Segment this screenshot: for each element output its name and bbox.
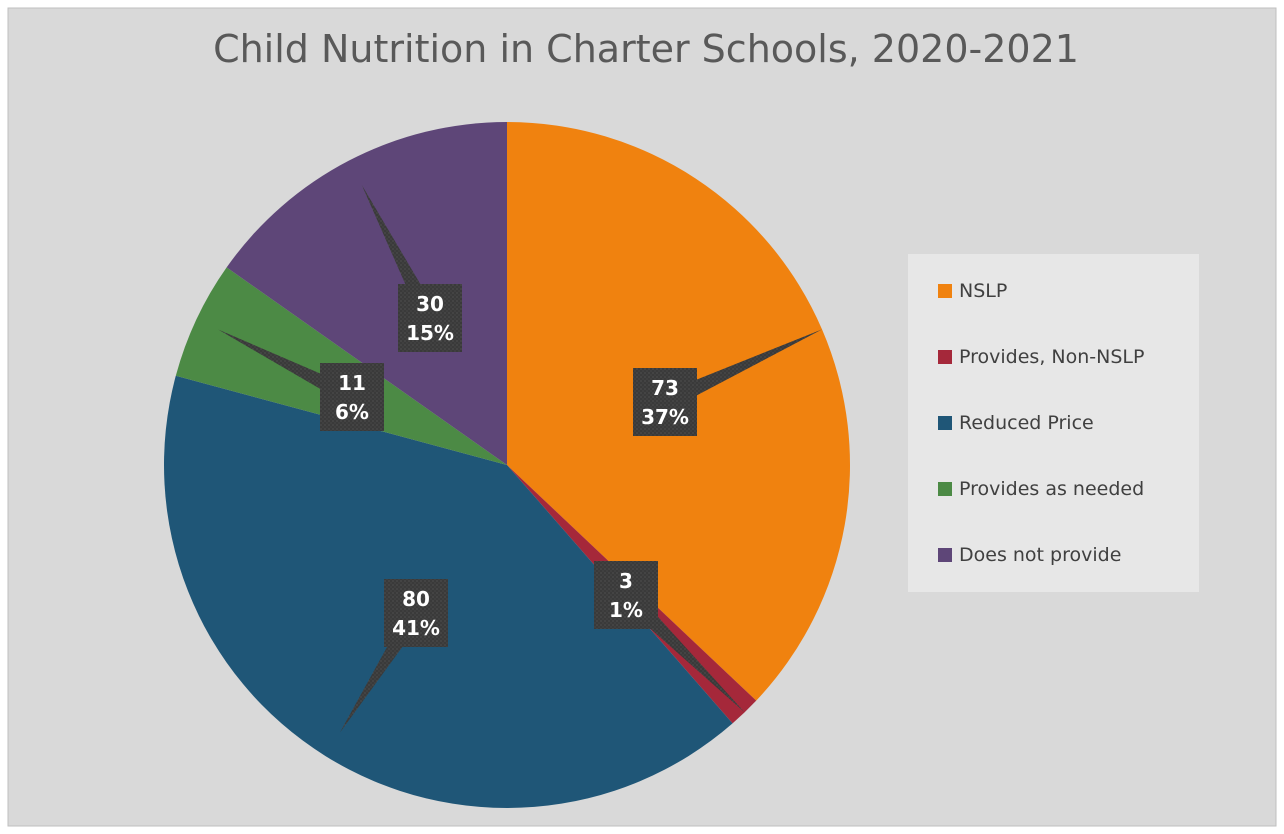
- pie-slice-reduced-price: [163, 375, 733, 809]
- pie-slices: [163, 122, 851, 809]
- data-label-value-reduced-price: 80: [402, 587, 430, 611]
- legend-label-provides-as-needed: Provides as needed: [959, 478, 1144, 500]
- legend-box: [908, 254, 1199, 592]
- legend-label-reduced-price: Reduced Price: [959, 412, 1094, 434]
- legend-swatch-reduced-price: [938, 416, 952, 430]
- data-label-percent-does-not-provide: 15%: [406, 321, 454, 345]
- label-box-nslp: [633, 368, 697, 436]
- chart-title: Child Nutrition in Charter Schools, 2020…: [213, 27, 1079, 71]
- legend-label-nslp: NSLP: [959, 280, 1007, 302]
- data-label-value-nslp: 73: [651, 376, 679, 400]
- data-label-percent-provides-non-nslp: 1%: [609, 598, 643, 622]
- label-pointer-nslp: [661, 329, 823, 411]
- data-label-value-provides-non-nslp: 3: [619, 569, 633, 593]
- data-label-percent-nslp: 37%: [641, 405, 689, 429]
- data-label-value-provides-as-needed: 11: [338, 371, 366, 395]
- legend-label-does-not-provide: Does not provide: [959, 544, 1121, 566]
- legend-swatch-does-not-provide: [938, 548, 952, 562]
- legend-swatch-nslp: [938, 284, 952, 298]
- data-label-value-does-not-provide: 30: [416, 292, 444, 316]
- label-box-provides-as-needed: [320, 363, 384, 431]
- pie-slice-does-not-provide: [226, 122, 507, 465]
- label-box-reduced-price: [384, 579, 448, 647]
- legend-swatch-provides-as-needed: [938, 482, 952, 496]
- legend: NSLP Provides, Non-NSLP Reduced Price Provi…: [908, 254, 1199, 592]
- data-labels: 73 37% 3 1% 80 41% 11 6% 30 15%: [218, 184, 823, 733]
- label-box-does-not-provide: [398, 284, 462, 352]
- label-box-provides-non-nslp: [594, 561, 658, 629]
- data-label-percent-provides-as-needed: 6%: [335, 400, 369, 424]
- legend-label-provides-non-nslp: Provides, Non-NSLP: [959, 346, 1144, 368]
- data-label-percent-reduced-price: 41%: [392, 616, 440, 640]
- legend-swatch-provides-non-nslp: [938, 350, 952, 364]
